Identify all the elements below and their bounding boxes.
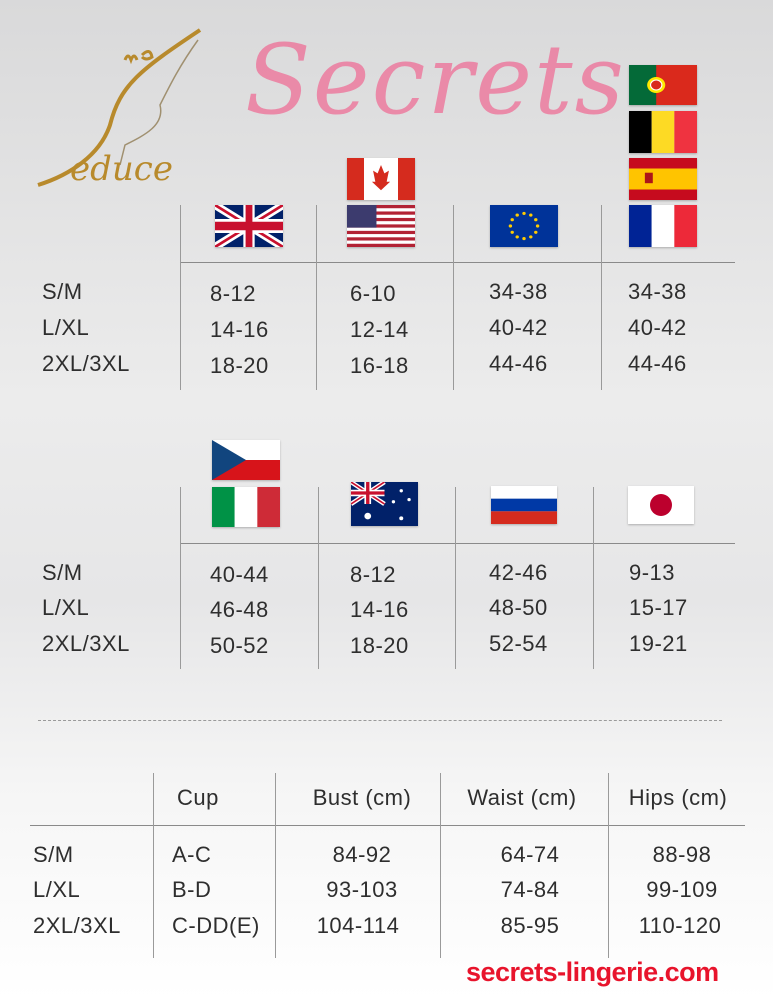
ru-size: 52-54 — [489, 631, 548, 656]
us-size: 12-14 — [350, 317, 409, 342]
watermark-script: Secrets — [245, 24, 626, 136]
bust-value: 93-103 — [326, 877, 398, 902]
italy-flag — [212, 487, 280, 527]
australia-flag — [351, 482, 418, 526]
eu-size: 34-38 — [489, 279, 548, 304]
table3-header-divider — [30, 825, 745, 826]
us-size: 16-18 — [350, 353, 409, 378]
column-divider — [180, 205, 181, 390]
russia-flag — [491, 486, 557, 524]
column-divider — [455, 487, 456, 669]
watermark-url: secrets-lingerie.com — [466, 957, 719, 987]
portugal-flag — [629, 65, 697, 105]
canada-flag — [347, 158, 415, 200]
cup-value: B-D — [172, 877, 212, 902]
hips-value: 110-120 — [638, 913, 722, 938]
section-divider — [38, 720, 722, 721]
france-flag — [629, 205, 697, 247]
fr-size: 34-38 — [628, 279, 687, 304]
size-label: L/XL — [33, 877, 81, 902]
eu-size: 44-46 — [489, 351, 548, 376]
jp-size: 19-21 — [629, 631, 688, 656]
uk-size: 8-12 — [210, 281, 257, 306]
ru-size: 48-50 — [489, 595, 548, 620]
column-divider — [453, 205, 454, 390]
belgium-flag — [629, 111, 697, 153]
size-label: S/M — [33, 842, 74, 867]
table2-header-divider — [180, 543, 735, 544]
column-divider — [593, 487, 594, 669]
header-bust: Bust (cm) — [312, 785, 412, 810]
hips-value: 88-98 — [652, 842, 712, 867]
jp-size: 9-13 — [629, 560, 676, 585]
au-size: 18-20 — [350, 633, 409, 658]
table1-header-divider — [180, 262, 735, 263]
column-divider — [601, 205, 602, 390]
uk-flag — [215, 205, 283, 247]
japan-flag — [628, 486, 694, 524]
waist-value: 74-84 — [500, 877, 560, 902]
uk-size: 18-20 — [210, 353, 269, 378]
logo-text: educe — [70, 149, 173, 189]
header-cup: Cup — [177, 785, 219, 810]
uk-size: 14-16 — [210, 317, 269, 342]
au-size: 8-12 — [350, 562, 397, 587]
logo-graphic: educe — [37, 28, 202, 189]
fr-size: 44-46 — [628, 351, 687, 376]
cup-value: A-C — [172, 842, 212, 867]
column-divider — [440, 773, 441, 958]
size-label: 2XL/3XL — [33, 913, 121, 938]
size-label: 2XL/3XL — [42, 351, 130, 376]
us-size: 6-10 — [350, 281, 397, 306]
column-divider — [316, 205, 317, 390]
czech-flag — [212, 440, 280, 480]
column-divider — [318, 487, 319, 669]
column-divider — [153, 773, 154, 958]
size-label: S/M — [42, 279, 83, 304]
it-size: 50-52 — [210, 633, 269, 658]
size-label: L/XL — [42, 315, 90, 340]
logo: educe — [30, 25, 210, 195]
au-size: 14-16 — [350, 597, 409, 622]
it-size: 40-44 — [210, 562, 269, 587]
ru-size: 42-46 — [489, 560, 548, 585]
header-waist: Waist (cm) — [467, 785, 577, 810]
waist-value: 85-95 — [500, 913, 560, 938]
bust-value: 84-92 — [332, 842, 392, 867]
size-label: L/XL — [42, 595, 90, 620]
size-label: 2XL/3XL — [42, 631, 130, 656]
bust-value: 104-114 — [316, 913, 400, 938]
eu-flag — [490, 205, 558, 247]
column-divider — [608, 773, 609, 958]
waist-value: 64-74 — [500, 842, 560, 867]
header-hips: Hips (cm) — [628, 785, 728, 810]
cup-value: C-DD(E) — [172, 913, 260, 938]
eu-size: 40-42 — [489, 315, 548, 340]
usa-flag — [347, 205, 415, 247]
fr-size: 40-42 — [628, 315, 687, 340]
jp-size: 15-17 — [629, 595, 688, 620]
it-size: 46-48 — [210, 597, 269, 622]
size-label: S/M — [42, 560, 83, 585]
column-divider — [275, 773, 276, 958]
column-divider — [180, 487, 181, 669]
hips-value: 99-109 — [646, 877, 718, 902]
spain-flag — [629, 158, 697, 200]
